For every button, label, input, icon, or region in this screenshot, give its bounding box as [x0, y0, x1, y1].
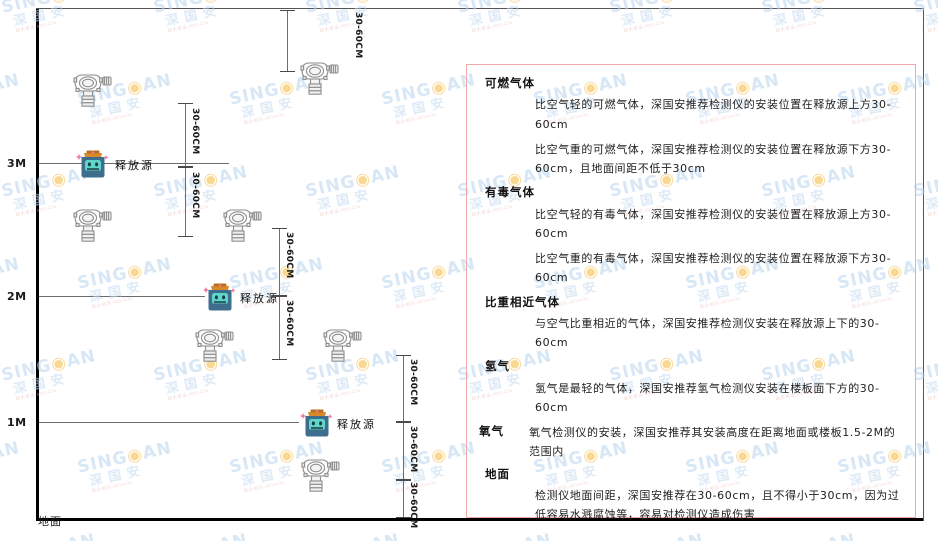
dimension-label: 30-60CM: [284, 232, 294, 279]
dimension-label: 30-60CM: [408, 482, 418, 529]
guideline-section: 有毒气体 比空气轻的有毒气体，深国安推荐检测仪的安装位置在释放源上方30-60cm…: [479, 184, 903, 287]
frame-right-edge: [923, 8, 924, 521]
guideline-section: 地面检测仪地面间距，深国安推荐在30-60cm，且不得小于30cm，因为过低容易…: [479, 466, 903, 525]
guideline-heading: 可燃气体: [485, 76, 535, 90]
release-source-label: 释放源: [240, 292, 279, 305]
level-label-1m: 1M: [7, 416, 27, 429]
gas-detector-icon: [318, 325, 364, 365]
ground-label: 地面: [38, 515, 62, 528]
guideline-section: 氢气氢气是最轻的气体，深国安推荐氢气检测仪安装在楼板面下方的30-60cm: [479, 358, 903, 417]
dimension-label: 30-60CM: [408, 426, 418, 473]
level-label-2m: 2M: [7, 290, 27, 303]
frame-top-edge: [36, 8, 924, 9]
release-source-label: 释放源: [337, 418, 376, 431]
guideline-section: 可燃气体 比空气轻的可燃气体，深国安推荐检测仪的安装位置在释放源上方30-60cm…: [479, 75, 903, 178]
guideline-heading: 有毒气体: [485, 185, 535, 200]
gas-detector-icon: [68, 70, 114, 110]
level-label-3m: 3M: [7, 157, 27, 170]
guideline-heading: 氧气: [479, 424, 504, 438]
guideline-text: 比空气重的有毒气体，深国安推荐检测仪的安装位置在释放源下方30-60cm: [535, 252, 892, 285]
release-source-label: 释放源: [115, 159, 154, 172]
guideline-heading: 地面: [485, 466, 510, 481]
guideline-text: 比空气轻的有毒气体，深国安推荐检测仪的安装位置在释放源上方30-60cm: [535, 207, 892, 240]
release-source-icon: [203, 283, 237, 315]
dimension-label: 30-60CM: [190, 172, 200, 219]
guideline-text: 比空气轻的可燃气体，深国安推荐检测仪的安装位置在释放源上方30-60cm: [535, 98, 892, 131]
release-source-icon: [300, 409, 334, 441]
guideline-text: 检测仪地面间距，深国安推荐在30-60cm，且不得小于30cm，因为过低容易水溅…: [535, 488, 900, 521]
dimension-label: 30-60CM: [408, 359, 418, 406]
dimension-label: 30-60CM: [190, 108, 200, 155]
gas-detector-icon: [190, 325, 236, 365]
guideline-text: 氢气是最轻的气体，深国安推荐氢气检测仪安装在楼板面下方的30-60cm: [535, 381, 880, 414]
level-line-3m: [39, 163, 229, 164]
guideline-section: 比重相近气体与空气比重相近的气体，深国安推荐检测仪安装在释放源上下的30-60c…: [479, 294, 903, 353]
guideline-heading: 比重相近气体: [485, 294, 560, 309]
dimension-label: 30-60CM: [284, 300, 294, 347]
dimension-label: 30-60CM: [353, 12, 363, 59]
guideline-text: 氧气检测仪的安装，深国安推荐其安装高度在距离地面或楼板1.5-2M的范围内: [529, 426, 896, 459]
guidelines-panel: 可燃气体 比空气轻的可燃气体，深国安推荐检测仪的安装位置在释放源上方30-60cm…: [466, 64, 916, 521]
guideline-text: 与空气比重相近的气体，深国安推荐检测仪安装在释放源上下的30-60cm: [535, 316, 880, 349]
level-line-1m: [39, 422, 299, 423]
guideline-text: 比空气重的可燃气体，深国安推荐检测仪的安装位置在释放源下方30-60cm，且地面…: [535, 142, 892, 175]
gas-detector-icon: [218, 205, 264, 245]
release-source-icon: [76, 150, 110, 182]
gas-detector-icon: [296, 455, 342, 495]
chart-frame: [36, 8, 924, 521]
guideline-heading: 氢气: [485, 359, 510, 374]
guideline-section: 氧气 氧气检测仪的安装，深国安推荐其安装高度在距离地面或楼板1.5-2M的范围内: [479, 423, 903, 462]
level-line-2m: [39, 296, 205, 297]
gas-detector-icon: [295, 58, 341, 98]
gas-detector-icon: [68, 205, 114, 245]
